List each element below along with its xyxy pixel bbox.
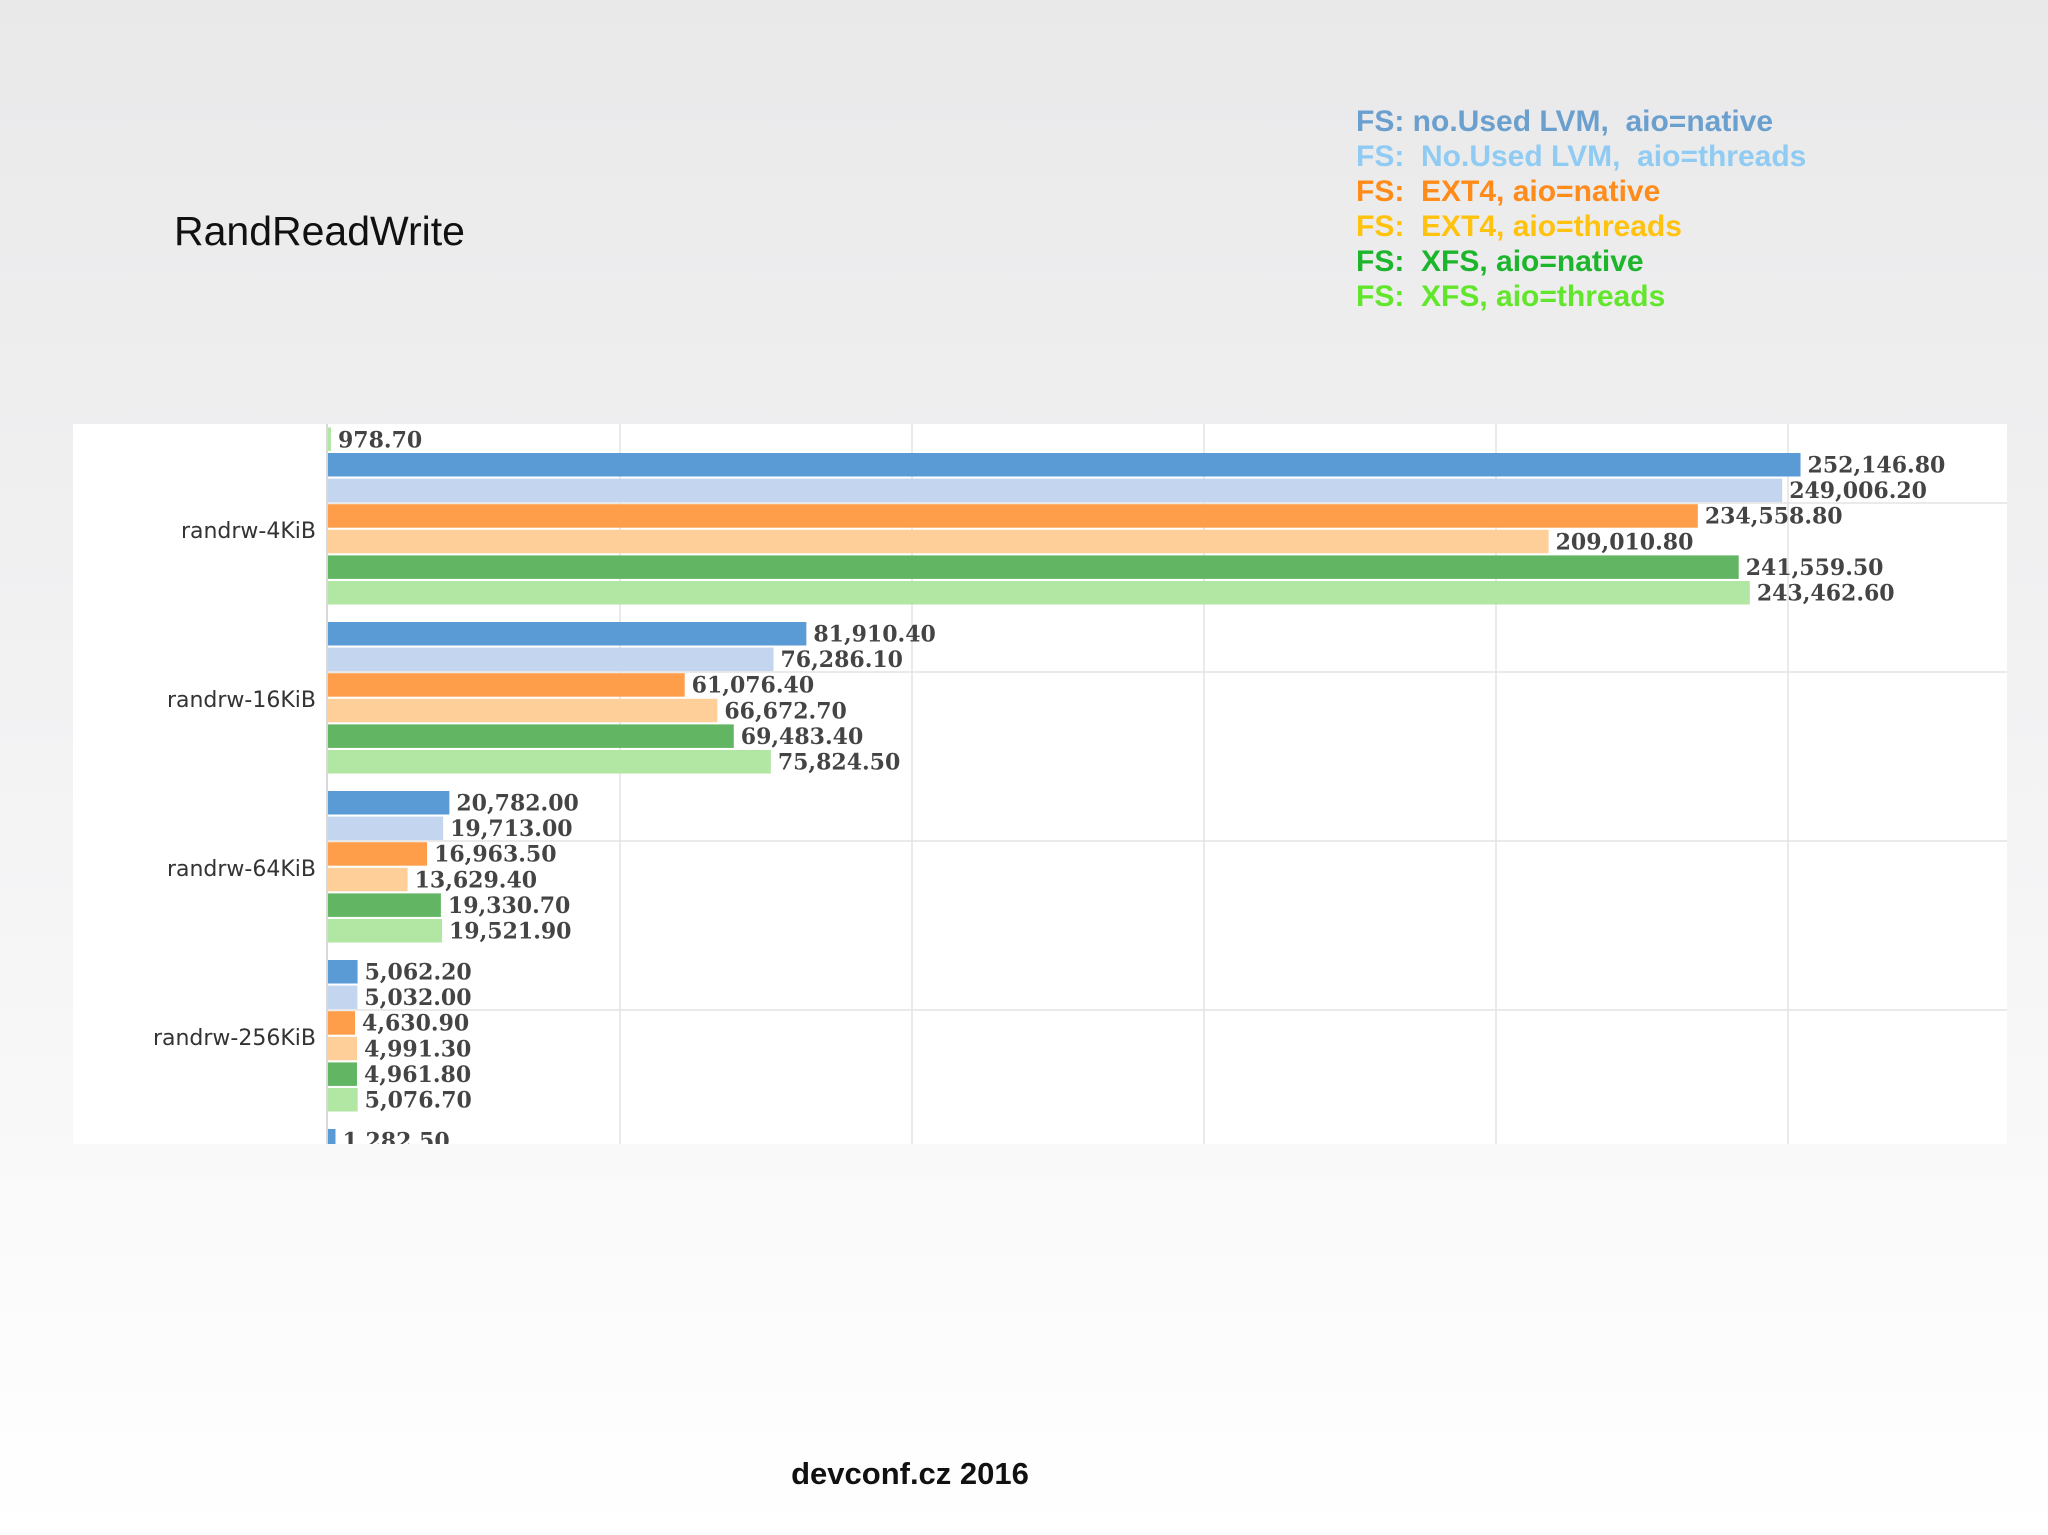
bar-partial-bottom bbox=[328, 1129, 336, 1144]
value-label: 241,559.50 bbox=[1746, 555, 1884, 581]
legend-prefix: FS: bbox=[1356, 245, 1405, 278]
value-label: 234,558.80 bbox=[1705, 504, 1843, 530]
legend-label: XFS, aio=native bbox=[1421, 245, 1644, 278]
legend-item: FS: EXT4, aio=threads bbox=[1356, 209, 1806, 244]
value-label: 4,961.80 bbox=[364, 1062, 471, 1088]
legend-item: FS: XFS, aio=native bbox=[1356, 244, 1806, 279]
bar bbox=[328, 673, 685, 697]
legend: FS: no.Used LVM, aio=native FS: No.Used … bbox=[1356, 104, 1806, 314]
bar bbox=[328, 791, 450, 815]
bar bbox=[328, 622, 807, 646]
value-label: 69,483.40 bbox=[741, 724, 863, 750]
bar bbox=[328, 581, 1750, 605]
slide-title: RandReadWrite bbox=[174, 208, 465, 254]
bar bbox=[328, 919, 443, 943]
bar bbox=[328, 1088, 358, 1112]
chart-panel: 978.70 randrw-4KiB 252,146.80 249,006.20 234… bbox=[73, 424, 2007, 1144]
value-label-partial-top: 978.70 bbox=[338, 427, 422, 453]
legend-label: EXT4, aio=native bbox=[1421, 175, 1661, 208]
bar bbox=[328, 453, 1801, 477]
legend-label: XFS, aio=threads bbox=[1421, 280, 1666, 313]
value-label: 249,006.20 bbox=[1789, 478, 1927, 504]
bar bbox=[328, 647, 774, 672]
bar bbox=[328, 724, 734, 748]
legend-item: FS: XFS, aio=threads bbox=[1356, 279, 1806, 314]
legend-prefix: FS: bbox=[1356, 210, 1405, 243]
value-label: 19,330.70 bbox=[448, 893, 570, 919]
value-label: 5,076.70 bbox=[365, 1088, 472, 1114]
legend-prefix: FS: bbox=[1356, 175, 1405, 208]
legend-label: no.Used LVM, aio=native bbox=[1412, 105, 1774, 138]
bar bbox=[328, 867, 408, 892]
footer: devconf.cz 2016 bbox=[791, 1456, 1029, 1491]
bar bbox=[328, 478, 1783, 503]
value-label: 19,521.90 bbox=[449, 919, 571, 945]
value-label: 13,629.40 bbox=[415, 867, 537, 893]
bar-chart: 978.70 randrw-4KiB 252,146.80249,006.20234… bbox=[153, 424, 2007, 1145]
value-label: 81,910.40 bbox=[813, 622, 935, 648]
legend-item: FS: no.Used LVM, aio=native bbox=[1356, 104, 1806, 139]
bar bbox=[328, 816, 444, 841]
value-label: 16,963.50 bbox=[434, 842, 556, 868]
legend-prefix: FS: bbox=[1356, 280, 1405, 313]
value-label-partial-bottom: 1,282.50 bbox=[342, 1129, 449, 1145]
value-label: 243,462.60 bbox=[1757, 581, 1895, 607]
value-label: 20,782.00 bbox=[456, 791, 578, 817]
bar bbox=[328, 529, 1549, 554]
value-label: 5,062.20 bbox=[365, 960, 472, 986]
value-label: 19,713.00 bbox=[450, 816, 572, 842]
value-label: 252,146.80 bbox=[1808, 453, 1946, 479]
bar bbox=[328, 504, 1698, 528]
legend-item: FS: EXT4, aio=native bbox=[1356, 174, 1806, 209]
bar bbox=[328, 985, 358, 1010]
bar bbox=[328, 842, 428, 866]
category-label: randrw-4KiB bbox=[181, 519, 316, 544]
category-label: randrw-16KiB bbox=[167, 688, 316, 713]
legend-label: EXT4, aio=threads bbox=[1421, 210, 1682, 243]
bar bbox=[328, 960, 358, 984]
bar bbox=[328, 555, 1739, 579]
legend-prefix: FS: bbox=[1356, 105, 1405, 138]
bar bbox=[328, 893, 441, 917]
legend-label: No.Used LVM, aio=threads bbox=[1421, 140, 1807, 173]
value-label: 61,076.40 bbox=[692, 673, 814, 699]
value-label: 66,672.70 bbox=[724, 698, 846, 724]
value-label: 4,991.30 bbox=[364, 1036, 471, 1062]
bar bbox=[328, 1011, 356, 1035]
value-label: 75,824.50 bbox=[778, 750, 900, 776]
category-label: randrw-256KiB bbox=[153, 1026, 316, 1051]
value-label: 5,032.00 bbox=[364, 985, 471, 1011]
value-label: 209,010.80 bbox=[1556, 529, 1694, 555]
category-label: randrw-64KiB bbox=[167, 857, 316, 882]
value-label: 4,630.90 bbox=[362, 1011, 469, 1037]
legend-item: FS: No.Used LVM, aio=threads bbox=[1356, 139, 1806, 174]
bar bbox=[328, 698, 718, 723]
legend-prefix: FS: bbox=[1356, 140, 1405, 173]
bar bbox=[328, 1062, 357, 1086]
bar bbox=[328, 750, 771, 774]
bar bbox=[328, 1036, 358, 1061]
bar-partial-top bbox=[328, 427, 331, 451]
value-label: 76,286.10 bbox=[781, 647, 903, 673]
